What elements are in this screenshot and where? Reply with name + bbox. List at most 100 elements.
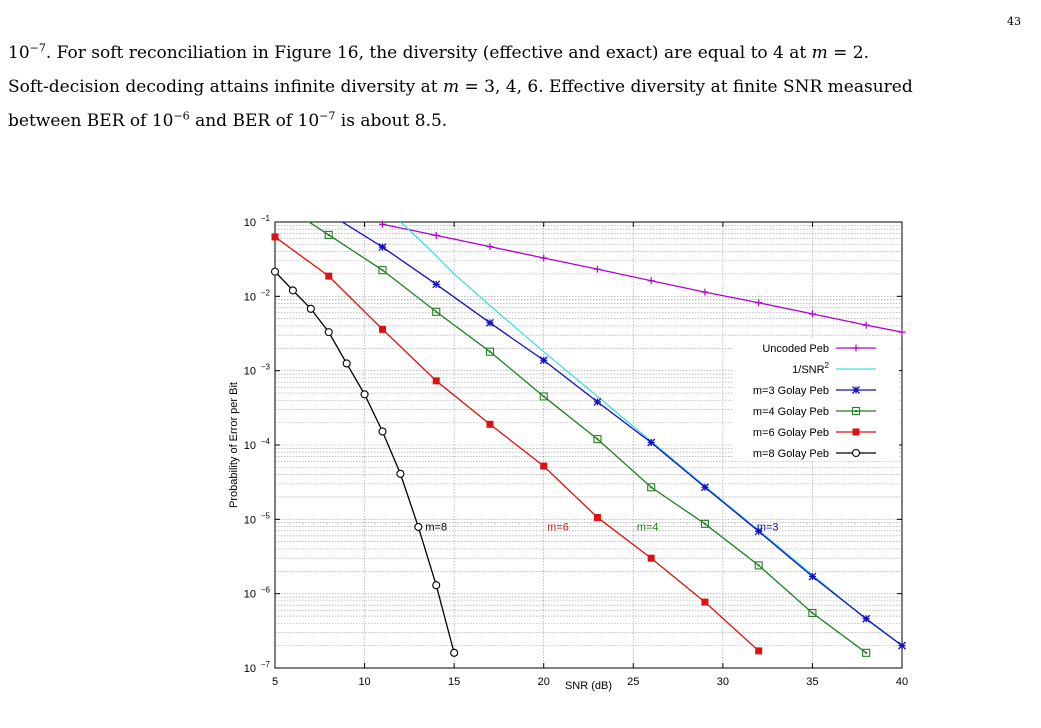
data-point — [306, 304, 315, 313]
data-point — [396, 469, 405, 478]
legend-label: m=8 Golay Peb — [753, 448, 829, 460]
legend-label-exponent: 2 — [825, 361, 830, 370]
y-tick-label-exponent: −5 — [261, 511, 271, 520]
data-point — [808, 310, 816, 318]
data-point-center — [596, 438, 599, 441]
data-point — [754, 527, 763, 536]
x-axis-label: SNR (dB) — [565, 680, 612, 692]
legend-label: m=4 Golay Peb — [753, 406, 829, 418]
data-point — [701, 288, 709, 296]
annotation-label: m=6 — [547, 521, 569, 533]
data-point — [414, 522, 423, 531]
y-tick-label-exponent: −1 — [261, 214, 271, 223]
data-point-center — [855, 410, 857, 412]
annotation-label: m=4 — [637, 521, 659, 533]
legend-label: m=3 Golay Peb — [753, 385, 829, 397]
data-point — [378, 243, 387, 252]
data-point — [755, 647, 763, 655]
data-point-center — [811, 611, 814, 614]
x-tick-label: 30 — [717, 676, 729, 688]
body-paragraph: 10−7. For soft reconciliation in Figure … — [8, 36, 1034, 138]
data-point — [378, 266, 387, 275]
data-point — [342, 359, 351, 368]
x-tick-label: 35 — [806, 676, 818, 688]
data-point — [808, 572, 817, 581]
y-tick-label: 10 — [244, 291, 256, 303]
data-point — [647, 554, 655, 562]
data-point — [485, 347, 495, 356]
paragraph-line-3: between BER of 10−6 and BER of 10−7 is a… — [8, 109, 448, 131]
legend-label: m=6 Golay Peb — [753, 427, 829, 439]
data-point — [700, 519, 709, 528]
data-point — [852, 386, 860, 394]
data-point — [851, 448, 861, 458]
data-point — [852, 428, 860, 436]
data-point — [539, 356, 548, 365]
x-tick-label: 20 — [538, 676, 550, 688]
annotation-label: m=8 — [425, 521, 447, 533]
y-tick-label: 10 — [244, 217, 256, 229]
paragraph-line-1: 10−7. For soft reconciliation in Figure … — [8, 41, 870, 63]
series-line-3 — [341, 222, 902, 647]
x-tick-label: 15 — [448, 676, 460, 688]
data-point-center — [703, 522, 706, 525]
data-point — [540, 462, 548, 470]
data-point — [754, 561, 763, 570]
data-point — [486, 420, 494, 428]
data-point — [432, 307, 441, 316]
series-markers-4 — [324, 230, 871, 657]
data-point — [593, 513, 601, 521]
data-point — [324, 230, 333, 239]
x-tick-label: 5 — [272, 676, 278, 688]
data-point — [360, 390, 369, 399]
data-point-center — [650, 486, 653, 489]
data-point — [862, 614, 871, 623]
data-point — [432, 231, 440, 239]
ticks — [274, 221, 903, 669]
y-tick-label-exponent: −2 — [261, 288, 271, 297]
data-point — [700, 483, 709, 492]
data-point — [271, 233, 279, 241]
y-tick-label-exponent: −3 — [261, 363, 271, 372]
data-point — [593, 265, 601, 273]
data-point — [432, 280, 441, 289]
series-markers-6 — [270, 267, 459, 657]
y-tick-label-exponent: −6 — [261, 586, 271, 595]
data-point-center — [381, 269, 384, 272]
series-line-1 — [382, 223, 902, 333]
data-point-center — [542, 395, 545, 398]
data-point — [288, 286, 297, 295]
markers — [270, 220, 906, 657]
y-tick-label: 10 — [244, 663, 256, 675]
legend-label: 1/SNR2 — [792, 361, 829, 376]
data-point-center — [435, 310, 438, 313]
y-tick-label: 10 — [244, 589, 256, 601]
y-axis-label: Probability of Error per Bit — [228, 382, 240, 508]
data-point — [898, 328, 906, 336]
data-point — [851, 406, 861, 416]
data-point — [432, 581, 441, 590]
annotation-label: m=3 — [757, 521, 779, 533]
data-point — [486, 243, 494, 251]
data-point — [852, 344, 860, 352]
data-point — [862, 321, 870, 329]
data-point-center — [327, 233, 330, 236]
data-point — [862, 648, 871, 657]
data-point — [593, 397, 602, 406]
paragraph-line-2: Soft-decision decoding attains infinite … — [8, 77, 913, 97]
y-tick-label-exponent: −7 — [261, 660, 271, 669]
series-markers-1 — [378, 220, 906, 336]
legend-label: Uncoded Peb — [762, 343, 829, 355]
data-point — [378, 325, 386, 333]
data-point — [647, 438, 656, 447]
data-point — [898, 641, 906, 650]
series-markers-3 — [378, 243, 906, 650]
x-tick-label: 25 — [627, 676, 639, 688]
legend: Uncoded Peb 1/SNR2 m=3 Golay Peb m=4 Golay … — [733, 338, 899, 460]
y-tick-label-exponent: −4 — [261, 437, 271, 446]
data-point — [432, 377, 440, 385]
data-point — [808, 608, 817, 618]
data-point — [647, 277, 655, 285]
data-point — [486, 318, 494, 327]
